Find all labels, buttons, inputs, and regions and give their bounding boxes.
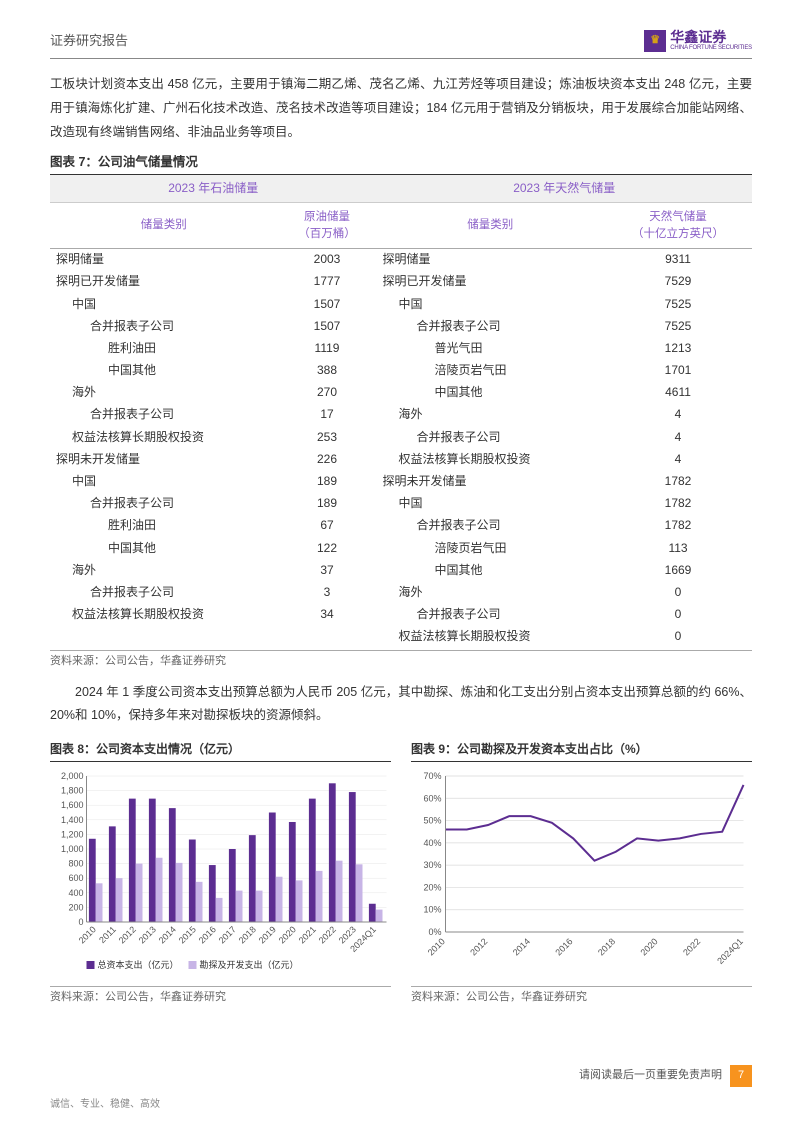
table-row: 中国其他388涪陵页岩气田1701 [50,360,752,382]
svg-text:总资本支出（亿元）: 总资本支出（亿元） [98,959,179,970]
svg-text:800: 800 [68,859,83,869]
svg-text:1,400: 1,400 [61,815,84,825]
chart8-source: 资料来源：公司公告，华鑫证券研究 [50,986,391,1007]
logo-en: CHINA FORTUNE SECURITIES [670,45,752,52]
svg-text:2020: 2020 [639,937,660,958]
page-number: 7 [730,1065,752,1087]
svg-text:20%: 20% [423,883,441,893]
svg-text:2016: 2016 [197,925,218,946]
th-oil-group: 2023 年石油储量 [50,175,376,203]
svg-text:2012: 2012 [117,925,138,946]
th-gas-cat: 储量类别 [376,203,604,248]
th-oil-val: 原油储量 （百万桶） [278,203,377,248]
svg-text:2,000: 2,000 [61,771,84,781]
svg-text:1,600: 1,600 [61,800,84,810]
report-type: 证券研究报告 [50,31,128,52]
table-row: 中国1507中国7525 [50,293,752,315]
table-row: 权益法核算长期股权投资253合并报表子公司4 [50,426,752,448]
company-logo: ♛ 华鑫证券 CHINA FORTUNE SECURITIES [644,30,752,52]
svg-text:600: 600 [68,873,83,883]
svg-text:2019: 2019 [257,925,278,946]
chart8-caption: 图表 8：公司资本支出情况（亿元） [50,740,391,762]
table-row: 探明已开发储量1777探明已开发储量7529 [50,271,752,293]
table-row: 探明储量2003探明储量9311 [50,248,752,271]
table-row: 海外37中国其他1669 [50,559,752,581]
chart9-caption: 图表 9：公司勘探及开发资本支出占比（%） [411,740,752,762]
reserves-table: 2023 年石油储量 2023 年天然气储量 储量类别 原油储量 （百万桶） 储… [50,175,752,648]
svg-text:2010: 2010 [77,925,98,946]
svg-text:2012: 2012 [468,937,489,958]
svg-text:2014: 2014 [511,937,532,958]
disclaimer-text: 请阅读最后一页重要免责声明 [579,1067,722,1085]
table-row: 合并报表子公司189中国1782 [50,493,752,515]
table-row: 中国其他122涪陵页岩气田113 [50,537,752,559]
svg-text:400: 400 [68,888,83,898]
svg-text:勘探及开发支出（亿元）: 勘探及开发支出（亿元） [200,959,299,970]
table-row: 权益法核算长期股权投资34合并报表子公司0 [50,604,752,626]
th-gas-group: 2023 年天然气储量 [376,175,752,203]
table-row: 合并报表子公司3海外0 [50,581,752,603]
chart9: 0% 10% 20% 30% 40% 50% 60% 70% 2010 2012 2014 2016 2… [411,768,752,978]
table-row: 探明未开发储量226权益法核算长期股权投资4 [50,448,752,470]
svg-text:1,800: 1,800 [61,786,84,796]
table7-caption: 图表 7：公司油气储量情况 [50,152,752,175]
th-gas-val: 天然气储量 （十亿立方英尺） [604,203,752,248]
svg-text:2020: 2020 [277,925,298,946]
svg-text:200: 200 [68,903,83,913]
svg-text:40%: 40% [423,838,441,848]
logo-cn: 华鑫证券 [670,30,752,45]
svg-text:70%: 70% [423,771,441,781]
svg-text:2024Q1: 2024Q1 [715,937,745,967]
svg-text:2017: 2017 [217,925,238,946]
svg-text:2018: 2018 [237,925,258,946]
svg-text:30%: 30% [423,860,441,870]
logo-icon: ♛ [644,30,666,52]
svg-text:60%: 60% [423,794,441,804]
footer-motto: 诚信、专业、稳健、高效 [50,1097,752,1113]
chart9-source: 资料来源：公司公告，华鑫证券研究 [411,986,752,1007]
svg-text:2015: 2015 [177,925,198,946]
table-row: 胜利油田1119普光气田1213 [50,337,752,359]
svg-text:2022: 2022 [317,925,338,946]
svg-text:0%: 0% [428,927,441,937]
page-footer: 请阅读最后一页重要免责声明 7 诚信、专业、稳健、高效 [50,1065,752,1113]
table-row: 权益法核算长期股权投资0 [50,626,752,648]
svg-text:1,200: 1,200 [61,830,84,840]
table-row: 中国189探明未开发储量1782 [50,471,752,493]
svg-text:2013: 2013 [137,925,158,946]
svg-text:10%: 10% [423,905,441,915]
table-row: 海外270中国其他4611 [50,382,752,404]
svg-text:2018: 2018 [596,937,617,958]
page-header: 证券研究报告 ♛ 华鑫证券 CHINA FORTUNE SECURITIES [50,30,752,59]
svg-text:0: 0 [78,917,83,927]
svg-text:2011: 2011 [97,925,118,946]
svg-text:2021: 2021 [297,925,318,946]
table-row: 胜利油田67合并报表子公司1782 [50,515,752,537]
table7-source: 资料来源：公司公告，华鑫证券研究 [50,650,752,671]
svg-text:2016: 2016 [553,937,574,958]
mid-paragraph: 2024 年 1 季度公司资本支出预算总额为人民币 205 亿元，其中勘探、炼油… [50,681,752,729]
svg-text:2014: 2014 [157,925,178,946]
svg-text:2010: 2010 [426,937,447,958]
svg-text:2022: 2022 [681,937,702,958]
th-oil-cat: 储量类别 [50,203,278,248]
table-row: 合并报表子公司17海外4 [50,404,752,426]
chart8: 0 200 400 600 800 1,000 1,200 1,400 1,600 1,800 2,… [50,768,391,978]
svg-text:50%: 50% [423,816,441,826]
svg-text:1,000: 1,000 [61,844,84,854]
intro-paragraph: 工板块计划资本支出 458 亿元，主要用于镇海二期乙烯、茂名乙烯、九江芳烃等项目… [50,73,752,144]
table-row: 合并报表子公司1507合并报表子公司7525 [50,315,752,337]
